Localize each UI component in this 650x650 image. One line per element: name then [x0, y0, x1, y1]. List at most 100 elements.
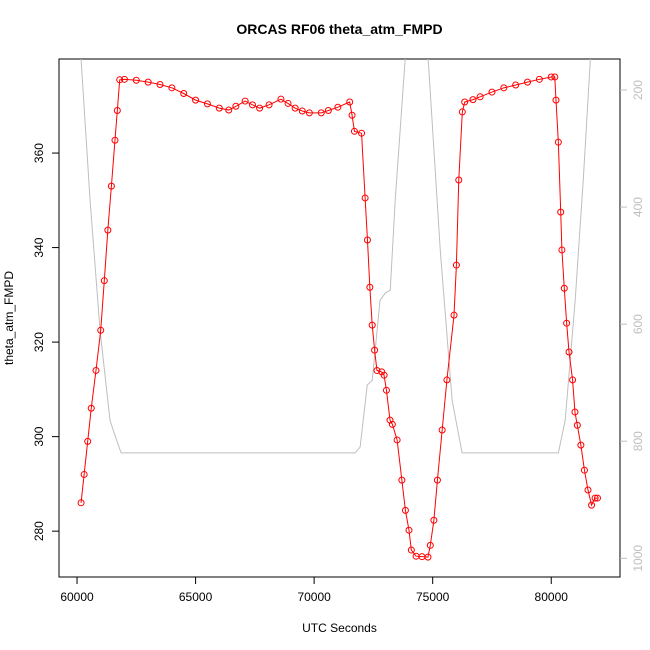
data-point — [571, 408, 579, 416]
data-point — [277, 95, 285, 103]
data-point — [551, 73, 559, 81]
data-point — [371, 346, 379, 354]
y-tick-label: 280 — [32, 521, 46, 541]
data-point — [560, 284, 568, 292]
data-point — [461, 98, 469, 106]
data-point — [120, 75, 128, 83]
data-point — [407, 546, 415, 554]
series-line — [80, 76, 598, 558]
data-point — [426, 541, 434, 549]
data-point — [363, 236, 371, 244]
data-point — [380, 371, 388, 379]
data-point — [284, 99, 292, 107]
data-point — [104, 226, 112, 234]
data-point — [433, 476, 441, 484]
data-point — [132, 76, 140, 84]
data-point — [203, 100, 211, 108]
data-point — [368, 321, 376, 329]
data-point — [450, 311, 458, 319]
data-point — [580, 466, 588, 474]
data-point — [488, 88, 496, 96]
data-point — [366, 283, 374, 291]
data-point — [346, 98, 354, 106]
data-point — [168, 84, 176, 92]
data-point — [558, 246, 566, 254]
data-point — [512, 81, 520, 89]
data-point — [569, 376, 577, 384]
data-point — [393, 436, 401, 444]
data-point — [144, 78, 152, 86]
data-point — [256, 104, 264, 112]
data-point — [348, 111, 356, 119]
plot-frame — [58, 58, 621, 578]
data-point — [405, 526, 413, 534]
data-point — [573, 421, 581, 429]
data-point — [317, 109, 325, 117]
data-point — [225, 106, 233, 114]
data-point — [563, 319, 571, 327]
data-point — [443, 376, 451, 384]
data-point — [107, 182, 115, 190]
data-point — [192, 96, 200, 104]
data-point — [557, 208, 565, 216]
data-point — [92, 366, 100, 374]
data-point — [469, 96, 477, 104]
data-point — [116, 76, 124, 84]
data-point — [500, 84, 508, 92]
y2-tick-label: 1000 — [631, 545, 645, 572]
data-point — [350, 127, 358, 135]
data-point — [77, 499, 85, 507]
data-point — [80, 470, 88, 478]
data-point — [388, 420, 396, 428]
data-point — [593, 494, 601, 502]
data-point — [265, 101, 273, 109]
data-point — [430, 516, 438, 524]
x-tick-label: 60000 — [60, 590, 94, 604]
data-point — [577, 441, 585, 449]
y-axis-label: theta_atm_FMPD — [2, 271, 16, 365]
data-point — [100, 277, 108, 285]
data-point — [215, 104, 223, 112]
data-point — [324, 107, 332, 115]
data-point — [455, 176, 463, 184]
y2-tick-label: 400 — [631, 197, 645, 217]
data-point — [438, 426, 446, 434]
y-tick-label: 300 — [32, 426, 46, 446]
data-point — [458, 108, 466, 116]
data-point — [588, 501, 596, 509]
data-point — [552, 96, 560, 104]
data-point — [476, 93, 484, 101]
data-point — [361, 194, 369, 202]
data-point — [584, 486, 592, 494]
data-point — [382, 386, 390, 394]
data-point — [241, 97, 249, 105]
chart-title: ORCAS RF06 theta_atm_FMPD — [236, 21, 442, 37]
y-tick-label: 360 — [32, 143, 46, 163]
data-point — [248, 101, 256, 109]
x-tick-label: 80000 — [535, 590, 569, 604]
data-point — [156, 81, 164, 89]
data-point — [424, 553, 432, 561]
data-point — [398, 476, 406, 484]
data-point — [298, 107, 306, 115]
data-point — [524, 78, 532, 86]
data-point — [373, 366, 381, 374]
series-line — [80, 59, 591, 454]
x-tick-label: 75000 — [416, 590, 450, 604]
y-tick-label: 340 — [32, 237, 46, 257]
data-point — [554, 138, 562, 146]
data-point — [87, 404, 95, 412]
y2-tick-label: 600 — [631, 314, 645, 334]
x-axis-label: UTC Seconds — [302, 621, 377, 635]
data-point — [111, 136, 119, 144]
x-tick-label: 65000 — [179, 590, 213, 604]
data-point — [180, 90, 188, 98]
plot-area — [77, 59, 601, 561]
y2-tick-label: 800 — [631, 431, 645, 451]
data-point — [305, 109, 313, 117]
data-point — [565, 348, 573, 356]
y2-tick-label: 200 — [631, 80, 645, 100]
data-point — [401, 506, 409, 514]
